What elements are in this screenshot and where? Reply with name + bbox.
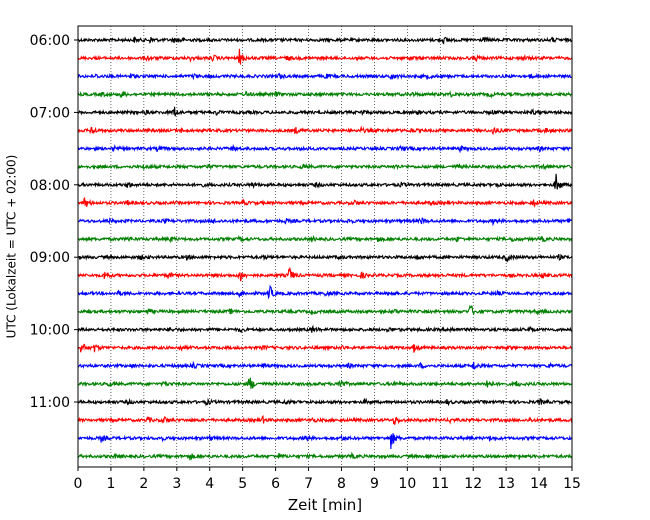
trace-0600 <box>77 35 573 45</box>
x-tick-label: 12 <box>464 476 482 492</box>
trace-1015 <box>77 343 573 353</box>
trace-0915 <box>77 266 573 282</box>
trace-1030 <box>77 360 573 370</box>
x-tick-label: 10 <box>398 476 416 492</box>
trace-0615 <box>77 48 573 65</box>
seismic-traces <box>77 35 573 461</box>
x-tick-label: 0 <box>74 476 83 492</box>
x-tick-label: 7 <box>304 476 313 492</box>
x-tick-label: 15 <box>563 476 581 492</box>
trace-0645 <box>77 90 573 99</box>
x-tick-label: 2 <box>139 476 148 492</box>
y-axis-ticks: 06:00 07:00 08:00 09:00 10:00 11:00 <box>30 33 78 411</box>
x-tick-label: 5 <box>238 476 247 492</box>
trace-0745 <box>77 163 573 171</box>
x-axis-label: Zeit [min] <box>288 496 362 514</box>
trace-0730 <box>77 143 573 154</box>
x-tick-label: 13 <box>497 476 515 492</box>
y-tick-label: 07:00 <box>30 105 70 121</box>
trace-0845 <box>77 234 573 244</box>
trace-0700 <box>77 106 573 117</box>
x-tick-label: 8 <box>337 476 346 492</box>
trace-0900 <box>77 253 573 263</box>
x-axis-ticks: 0 1 2 3 4 5 6 7 8 9 10 11 12 13 14 15 <box>74 467 581 492</box>
x-tick-label: 6 <box>271 476 280 492</box>
trace-0800 <box>77 173 573 190</box>
trace-0830 <box>77 217 573 227</box>
y-tick-label: 11:00 <box>30 395 70 411</box>
trace-0715 <box>77 125 573 136</box>
trace-1045 <box>77 377 573 389</box>
trace-0815 <box>77 197 573 208</box>
trace-1145 <box>77 451 573 461</box>
plot-frame <box>77 25 573 468</box>
x-tick-label: 3 <box>172 476 181 492</box>
x-tick-label: 9 <box>370 476 379 492</box>
y-tick-label: 09:00 <box>30 250 70 266</box>
trace-0930 <box>77 284 573 300</box>
trace-1000 <box>77 324 573 334</box>
x-tick-label: 1 <box>106 476 115 492</box>
trace-0630 <box>77 72 573 81</box>
y-tick-label: 08:00 <box>30 178 70 194</box>
trace-0945 <box>77 304 573 316</box>
y-tick-label: 10:00 <box>30 323 70 339</box>
x-tick-label: 11 <box>431 476 449 492</box>
x-tick-label: 4 <box>205 476 214 492</box>
trace-1130 <box>77 433 573 450</box>
trace-1115 <box>77 414 573 425</box>
y-axis-label: UTC (Lokalzeit = UTC + 02:00) <box>5 155 19 339</box>
x-tick-label: 14 <box>530 476 548 492</box>
trace-1100 <box>77 397 573 407</box>
y-tick-label: 06:00 <box>30 33 70 49</box>
